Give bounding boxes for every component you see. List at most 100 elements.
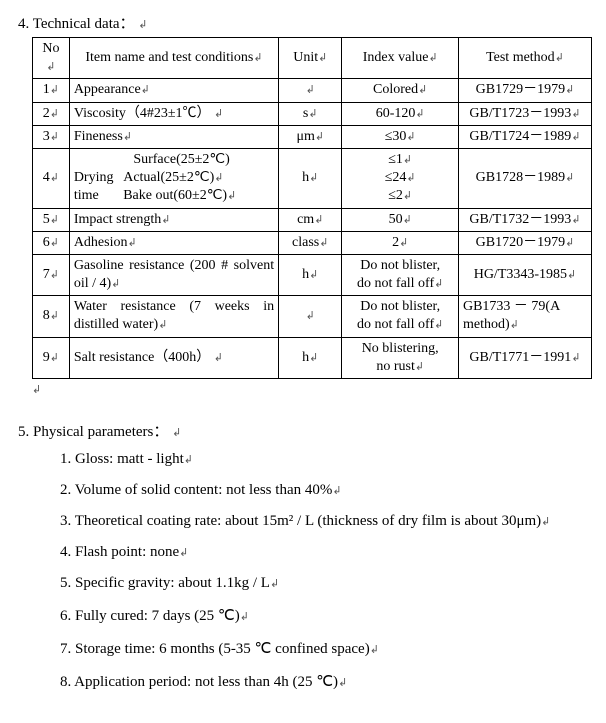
para-mark: ↲	[403, 214, 412, 226]
table-row: 2↲ Viscosity（4#23±1℃） ↲ s↲ 60-120↲ GB/T1…	[33, 102, 592, 125]
cell-index: Colored↲	[342, 79, 459, 102]
para-mark: ↲	[434, 319, 443, 331]
txt: 7. Storage time: 6 months (5-35 ℃ confin…	[60, 641, 370, 657]
txt: GB1729－1979	[476, 82, 565, 97]
txt: GB1720－1979	[476, 235, 565, 250]
hdr-method-text: Test method	[486, 50, 555, 65]
txt: 3	[43, 129, 50, 144]
para-mark: ↲	[510, 319, 519, 331]
txt: 8	[43, 308, 50, 323]
para-mark: ↲	[50, 352, 59, 364]
table-row: 9↲ Salt resistance（400h） ↲ h↲ No blister…	[33, 337, 592, 378]
para-mark: ↲	[50, 108, 59, 120]
cell-no: 8↲	[33, 296, 70, 337]
txt: cm	[297, 212, 314, 227]
physical-parameters-list: 1. Gloss: matt - light↲ 2. Volume of sol…	[18, 451, 588, 691]
txt: 1	[43, 82, 50, 97]
para-mark: ↲	[46, 61, 55, 73]
para-mark: ↲	[406, 131, 415, 143]
cell-no: 2↲	[33, 102, 70, 125]
cell-item: Fineness↲	[69, 125, 278, 148]
cell-unit: h↲	[279, 148, 342, 208]
para-mark: ↲	[179, 547, 188, 559]
para-mark: ↲	[571, 131, 580, 143]
cell-item: Gasoline resistance (200 # solvent oil /…	[69, 254, 278, 295]
para-mark: ↲	[127, 237, 136, 249]
txt: Fineness	[74, 129, 123, 144]
para-mark: ↲	[332, 485, 341, 497]
txt: do not fall off	[357, 317, 434, 332]
list-item: 7. Storage time: 6 months (5-35 ℃ confin…	[60, 639, 588, 658]
txt: time	[74, 188, 123, 203]
hdr-no: No ↲	[33, 38, 70, 79]
txt: Drying	[74, 170, 123, 185]
cell-index: ≤1↲ ≤24↲ ≤2↲	[342, 148, 459, 208]
cell-method: GB1733 － 79(A method)↲	[458, 296, 591, 337]
para-mark: ↲	[370, 644, 379, 656]
para-mark: ↲	[309, 269, 318, 281]
txt: 50	[389, 212, 403, 227]
para-mark: ↲	[141, 84, 150, 96]
cell-no: 9↲	[33, 337, 70, 378]
cell-no: 4↲	[33, 148, 70, 208]
cell-unit: s↲	[279, 102, 342, 125]
txt: 8. Application period: not less than 4h …	[60, 674, 338, 690]
para-mark: ↲	[50, 269, 59, 281]
para-mark: ↲	[253, 52, 262, 64]
txt: Do not blister,	[360, 258, 440, 273]
table-row: 5↲ Impact strength↲ cm↲ 50↲ GB/T1732－199…	[33, 208, 592, 231]
txt: 2	[43, 106, 50, 121]
txt: GB/T1723－1993	[469, 106, 571, 121]
table-row: 8↲ Water resistance (7 weeks in distille…	[33, 296, 592, 337]
para-mark: ↲	[415, 361, 424, 373]
para-mark: ↲	[50, 214, 59, 226]
hdr-index: Index value↲	[342, 38, 459, 79]
txt: GB/T1771－1991	[469, 350, 571, 365]
txt: 4	[43, 170, 50, 185]
txt: Appearance	[74, 82, 141, 97]
cell-unit: cm↲	[279, 208, 342, 231]
cell-unit: ↲	[279, 79, 342, 102]
para-mark: ↲	[214, 108, 223, 120]
hdr-item: Item name and test conditions↲	[69, 38, 278, 79]
txt: 7	[43, 267, 50, 282]
cell-no: 1↲	[33, 79, 70, 102]
para-mark: ↲	[227, 190, 236, 202]
txt: Gasoline resistance (200 # solvent oil /…	[74, 258, 274, 291]
txt: Salt resistance（400h）	[74, 350, 210, 365]
txt: do not fall off	[357, 276, 434, 291]
cell-unit: class↲	[279, 231, 342, 254]
para-mark: ↲	[50, 310, 59, 322]
para-mark: ↲	[306, 84, 315, 96]
txt: 60-120	[376, 106, 416, 121]
cell-item: Salt resistance（400h） ↲	[69, 337, 278, 378]
cell-index: 60-120↲	[342, 102, 459, 125]
para-mark: ↲	[338, 677, 347, 689]
txt: GB1728－1989	[476, 170, 565, 185]
para-mark: ↲	[161, 214, 170, 226]
list-item: 2. Volume of solid content: not less tha…	[60, 482, 588, 499]
section-4-title-text: 4. Technical data：	[18, 16, 135, 32]
section-5-title: 5. Physical parameters： ↲	[18, 420, 588, 441]
para-mark: ↲	[565, 84, 574, 96]
txt: Bake out(60±2℃)	[123, 188, 227, 203]
para-mark: ↲	[32, 384, 41, 396]
para-mark: ↲	[403, 154, 412, 166]
cell-method: HG/T3343-1985↲	[458, 254, 591, 295]
cell-method: GB/T1771－1991↲	[458, 337, 591, 378]
para-mark: ↲	[184, 454, 193, 466]
cell-unit: ↲	[279, 296, 342, 337]
txt: HG/T3343-1985	[474, 267, 567, 282]
txt: ≤1	[388, 152, 403, 167]
txt: 6. Fully cured: 7 days (25 ℃)	[60, 608, 240, 624]
list-item: 3. Theoretical coating rate: about 15m² …	[60, 513, 588, 530]
para-mark: ↲	[399, 237, 408, 249]
para-mark: ↲	[214, 352, 223, 364]
cell-unit: h↲	[279, 254, 342, 295]
cell-no: 6↲	[33, 231, 70, 254]
para-mark: ↲	[308, 108, 317, 120]
para-mark: ↲	[314, 214, 323, 226]
hdr-item-text: Item name and test conditions	[85, 50, 253, 65]
para-mark: ↲	[571, 352, 580, 364]
table-row: 1↲ Appearance↲ ↲ Colored↲ GB1729－1979↲	[33, 79, 592, 102]
